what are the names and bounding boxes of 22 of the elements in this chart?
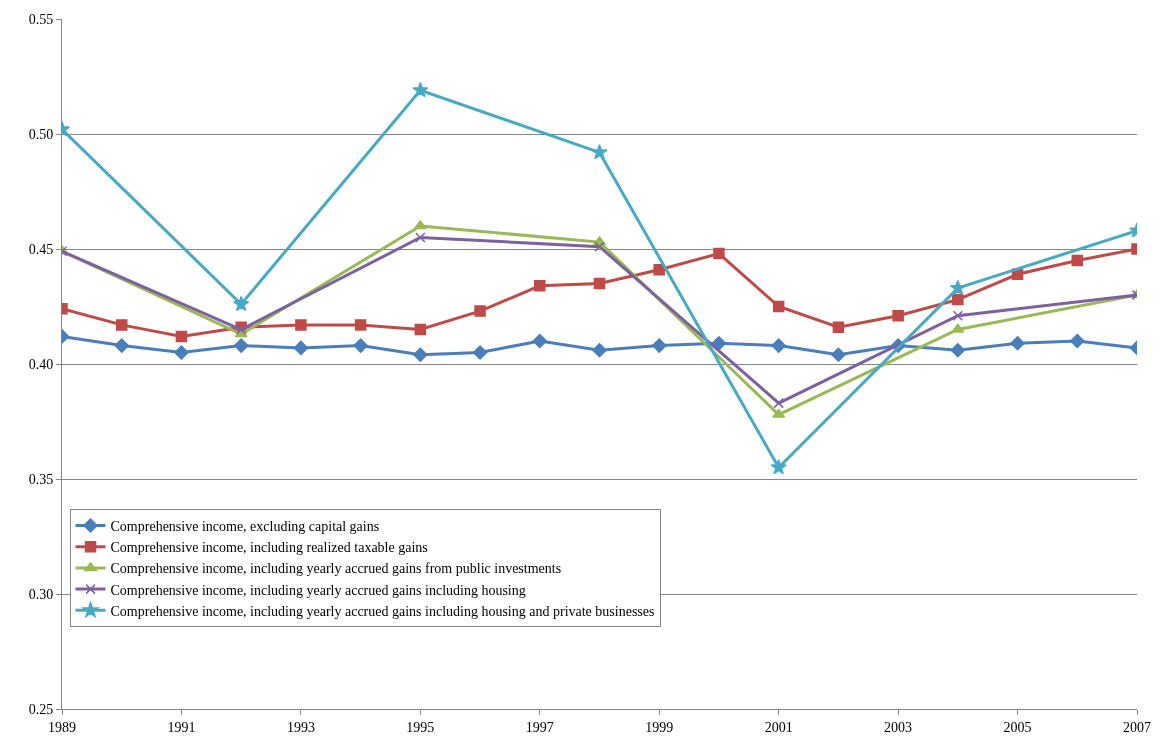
y-tick-label: 0.55 — [28, 11, 54, 27]
legend-label: Comprehensive income, excluding capital gains — [110, 518, 380, 534]
x-tick-label: 1993 — [286, 719, 315, 735]
y-tick-label: 0.35 — [28, 471, 54, 487]
legend-label: Comprehensive income, including yearly accrued gains including housing — [110, 582, 526, 598]
x-tick-label: 1997 — [525, 719, 554, 735]
legend-label: Comprehensive income, including yearly accrued gains from public investments — [110, 561, 562, 577]
x-tick-label: 2005 — [1003, 719, 1032, 735]
y-tick-label: 0.50 — [28, 126, 54, 142]
legend-label: Comprehensive income, including yearly accrued gains including housing and private businesses — [110, 603, 655, 619]
x-tick-label: 1999 — [645, 719, 674, 735]
x-tick-label: 2001 — [764, 719, 793, 735]
y-tick-label: 0.25 — [28, 701, 54, 717]
y-tick-label: 0.45 — [28, 241, 54, 257]
x-tick-label: 1995 — [406, 719, 435, 735]
x-tick-label: 2007 — [1123, 719, 1151, 735]
x-tick-label: 1989 — [48, 719, 76, 735]
x-tick-label: 2003 — [884, 719, 913, 735]
y-tick-label: 0.30 — [28, 586, 54, 602]
x-tick-label: 1991 — [167, 719, 196, 735]
legend-label: Comprehensive income, including realized taxable gains — [110, 540, 428, 556]
y-tick-label: 0.40 — [28, 356, 54, 372]
